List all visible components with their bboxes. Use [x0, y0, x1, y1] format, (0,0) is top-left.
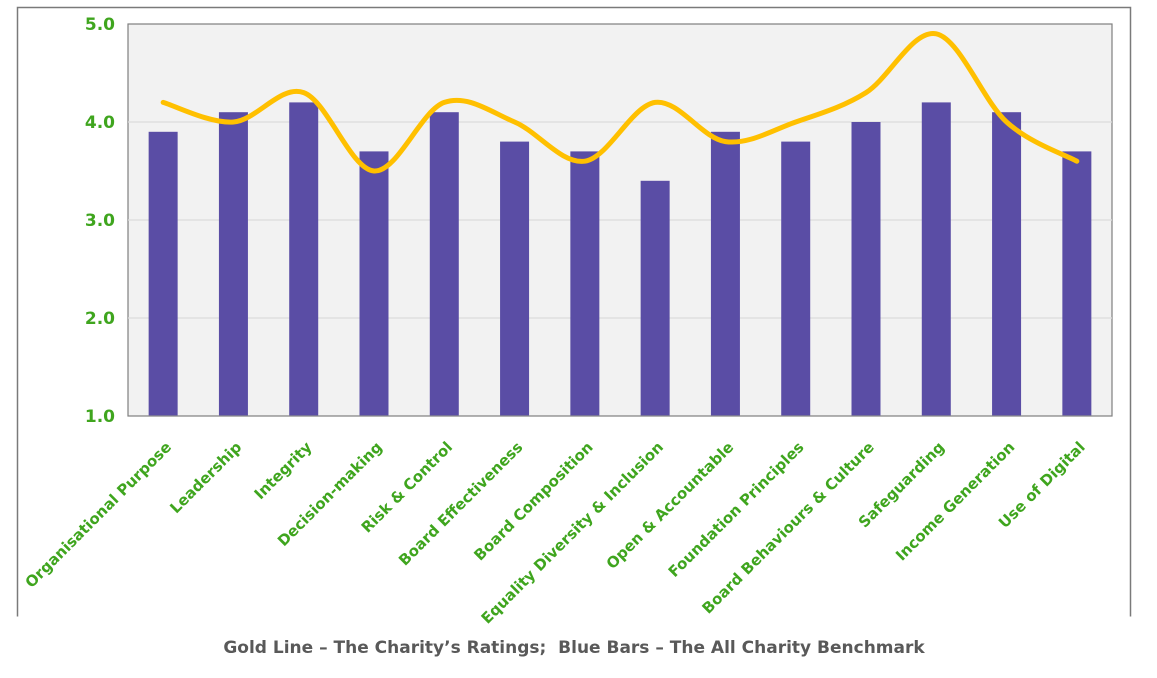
x-axis-category-label: Foundation Principles: [665, 438, 808, 581]
x-axis-category-label: Open & Accountable: [603, 438, 738, 573]
y-axis-tick-label: 3.0: [85, 211, 115, 231]
charity-ratings-line: [160, 31, 1080, 174]
benchmark-bar: [710, 131, 740, 416]
x-axis-category-label: Board Composition: [470, 438, 596, 564]
chart-frame-border: [16, 6, 1132, 617]
benchmark-bar: [851, 122, 881, 416]
y-axis-tick-label: 1.0: [85, 407, 115, 427]
y-axis-tick-label: 4.0: [85, 113, 115, 133]
benchmark-bar: [359, 151, 389, 416]
x-axis-category-label: Integrity: [251, 438, 316, 503]
benchmark-bar: [218, 112, 248, 416]
x-axis-category-label: Board Effectiveness: [395, 438, 526, 569]
x-axis-category-label: Organisational Purpose: [22, 438, 175, 591]
chart-caption: Gold Line – The Charity’s Ratings; Blue …: [223, 638, 925, 658]
benchmark-bar: [640, 180, 670, 416]
benchmark-bar: [921, 102, 951, 416]
benchmark-bar: [992, 112, 1022, 416]
y-axis-tick-label: 5.0: [85, 15, 115, 35]
benchmark-bar: [500, 141, 530, 416]
x-axis-category-label: Leadership: [166, 438, 245, 517]
benchmark-bar: [570, 151, 600, 416]
benchmark-bar: [148, 131, 178, 416]
benchmark-chart-canvas: 1.0 2.0 3.0 4.0 5.0 Organisational PurposeLea…: [16, 6, 1132, 625]
benchmark-bar: [1062, 151, 1092, 416]
benchmark-bar: [289, 102, 319, 416]
y-axis-tick-label: 2.0: [85, 309, 115, 329]
benchmark-bar: [429, 112, 459, 416]
benchmark-bar: [781, 141, 811, 416]
x-axis-category-label: Income Generation: [892, 438, 1018, 564]
